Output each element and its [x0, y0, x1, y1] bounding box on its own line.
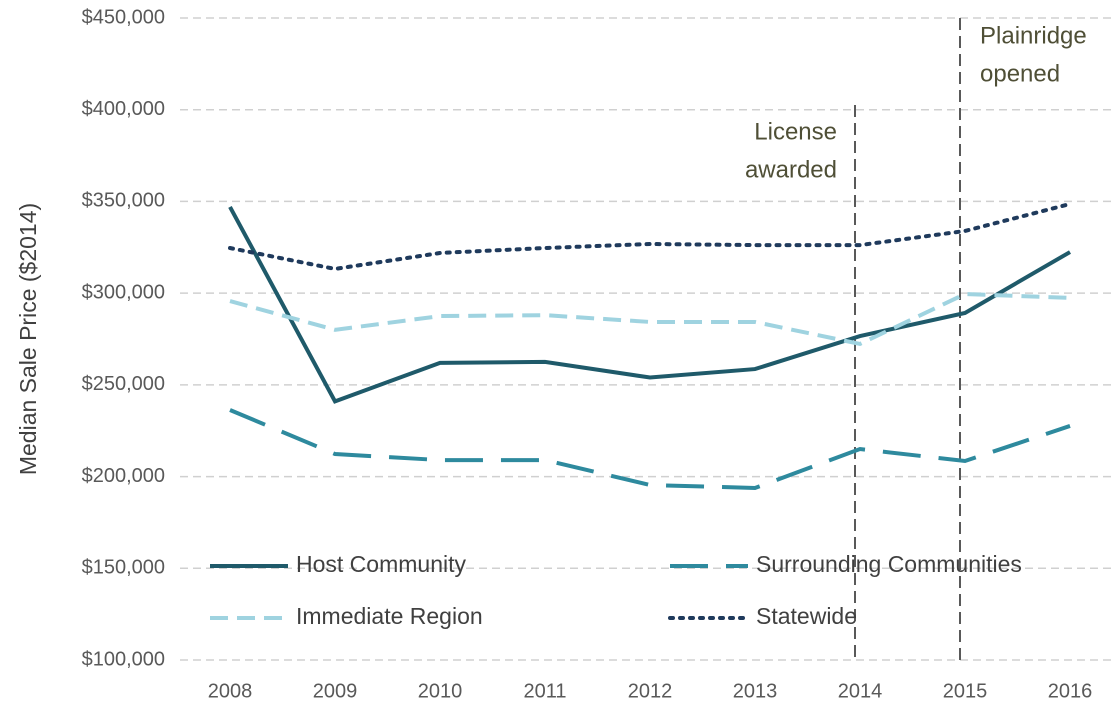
y-axis-label: Median Sale Price ($2014): [15, 203, 41, 475]
series-line: [228, 201, 1072, 271]
annotation-text: License: [754, 118, 837, 145]
annotation-text: awarded: [745, 156, 837, 183]
x-tick-label: 2015: [943, 680, 988, 702]
x-tick-label: 2009: [313, 680, 358, 702]
y-tick-label: $400,000: [82, 98, 165, 120]
x-tick-label: 2011: [523, 680, 566, 702]
y-tick-label: $350,000: [82, 190, 165, 212]
x-tick-label: 2013: [733, 680, 778, 702]
x-tick-label: 2016: [1048, 680, 1093, 702]
legend-label: Surrounding Communities: [756, 551, 1022, 577]
legend-label: Host Community: [296, 551, 466, 577]
y-tick-label: $450,000: [82, 6, 165, 28]
annotation-text: opened: [980, 60, 1060, 87]
x-tick-label: 2012: [628, 680, 673, 702]
y-tick-label: $100,000: [82, 648, 165, 670]
y-tick-label: $200,000: [82, 465, 165, 487]
legend-label: Statewide: [756, 603, 857, 629]
y-tick-label: $300,000: [82, 281, 165, 303]
y-tick-label: $150,000: [82, 557, 165, 579]
series-line: [229, 408, 1071, 490]
x-tick-label: 2010: [418, 680, 463, 702]
series-line: [228, 205, 1072, 404]
annotation-text: Plainridge: [980, 22, 1087, 49]
y-tick-label: $250,000: [82, 373, 165, 395]
legend-label: Immediate Region: [296, 603, 483, 629]
x-tick-label: 2014: [838, 680, 883, 702]
series-line: [229, 292, 1071, 347]
x-tick-label: 2008: [208, 680, 253, 702]
